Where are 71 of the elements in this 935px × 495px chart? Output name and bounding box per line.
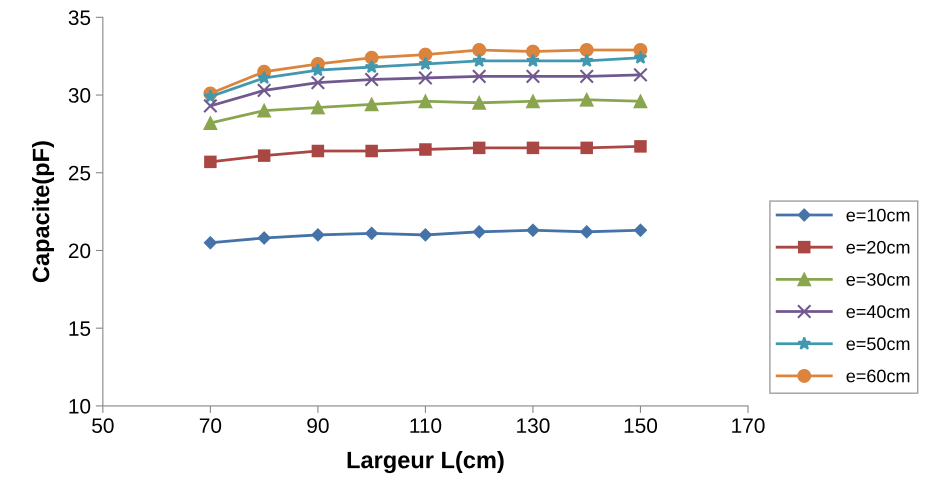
point	[472, 43, 486, 57]
y-tick-label: 35	[68, 10, 90, 26]
y-tick-label: 30	[68, 88, 90, 103]
x-tick-label: 170	[732, 418, 765, 434]
point	[526, 94, 540, 108]
legend-label: e=10cm	[846, 208, 910, 222]
x-tick-label: 50	[92, 418, 114, 434]
y-axis-title: Capacite(pF)	[32, 141, 54, 282]
point	[526, 142, 540, 154]
point	[418, 48, 432, 62]
point	[365, 144, 378, 158]
point	[419, 143, 432, 156]
y-tick-label: 15	[69, 321, 90, 336]
point	[203, 89, 218, 103]
point	[310, 62, 325, 76]
point	[310, 100, 325, 114]
point	[258, 231, 271, 245]
x-tick-label: 150	[624, 418, 658, 434]
point	[580, 43, 594, 57]
point	[472, 225, 486, 238]
point	[364, 50, 379, 65]
point	[258, 149, 270, 162]
legend-label: e=60cm	[846, 370, 910, 382]
legend-label: e=20cm	[846, 240, 910, 254]
point	[203, 98, 218, 114]
point	[365, 226, 378, 240]
point	[257, 104, 272, 118]
point	[526, 69, 540, 84]
x-tick-label: 110	[410, 418, 442, 434]
point	[526, 44, 540, 58]
point	[634, 94, 648, 108]
y-tick-label: 25	[68, 166, 90, 181]
point	[256, 83, 272, 98]
point	[580, 54, 594, 67]
legend-label: e=30cm	[846, 273, 910, 286]
point	[579, 69, 594, 84]
point	[633, 50, 648, 64]
y-tick-label: 10	[69, 398, 90, 414]
point	[204, 236, 217, 250]
x-tick-label: 70	[200, 418, 222, 434]
x-tick-label: 130	[517, 418, 550, 434]
point	[580, 142, 593, 154]
point	[311, 228, 324, 242]
point	[634, 224, 648, 237]
point	[364, 97, 379, 112]
point	[472, 142, 486, 154]
point	[364, 60, 379, 74]
point	[310, 75, 326, 90]
point	[472, 54, 486, 67]
point	[204, 156, 217, 168]
point	[257, 70, 272, 84]
point	[526, 224, 540, 237]
point	[364, 72, 379, 87]
point	[418, 228, 432, 242]
point	[634, 140, 647, 153]
legend-label: e=40cm	[846, 305, 910, 318]
point	[203, 116, 218, 130]
point	[472, 69, 486, 84]
point	[418, 94, 432, 108]
point	[526, 54, 540, 67]
point	[633, 68, 648, 82]
x-axis-title: Largeur L(cm)	[348, 451, 504, 474]
point	[418, 56, 432, 70]
point	[312, 144, 324, 158]
legend-label: e=50cm	[846, 337, 910, 350]
y-tick-label: 20	[68, 243, 90, 258]
point	[472, 96, 486, 110]
point	[580, 225, 594, 238]
x-tick-label: 90	[307, 418, 329, 434]
point	[580, 92, 594, 107]
point	[418, 70, 433, 86]
